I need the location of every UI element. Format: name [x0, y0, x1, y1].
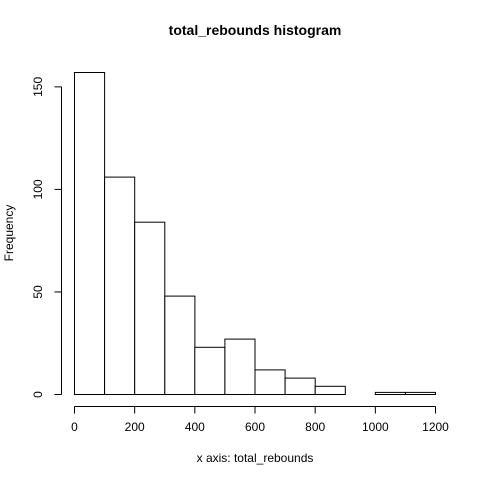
- x-tick-label-6: 1200: [422, 420, 449, 434]
- x-tick-label-1: 200: [125, 420, 145, 434]
- histogram-bar-4: [194, 346, 226, 395]
- x-tick-label-2: 400: [185, 420, 205, 434]
- y-tick-label-2: 100: [31, 179, 45, 199]
- chart-title: total_rebounds histogram: [169, 22, 342, 38]
- y-tick-label-0: 0: [31, 391, 45, 398]
- histogram-bar-6: [254, 369, 286, 395]
- x-axis: 0 200 400 600 800 1000 1200: [71, 406, 449, 434]
- histogram-bar-3: [164, 295, 196, 396]
- histogram-bar-10: [374, 391, 406, 395]
- histogram-bar-11: [404, 391, 436, 395]
- y-axis-label: Frequency: [2, 205, 16, 262]
- histogram-bar-7: [284, 377, 316, 396]
- x-tick-label-0: 0: [71, 420, 78, 434]
- x-tick-label-4: 800: [305, 420, 325, 434]
- histogram-bar-5: [224, 338, 256, 396]
- x-tick-label-3: 600: [245, 420, 265, 434]
- y-axis: 0 50 100 150: [31, 77, 62, 398]
- x-tick-label-5: 1000: [362, 420, 389, 434]
- histogram-bar-8: [314, 385, 346, 395]
- histogram-bar-0: [74, 72, 106, 395]
- y-tick-label-1: 50: [31, 285, 45, 299]
- bars-group: [74, 72, 436, 396]
- histogram-bar-1: [104, 176, 136, 395]
- y-tick-label-3: 150: [31, 77, 45, 97]
- x-axis-label: x axis: total_rebounds: [197, 451, 314, 465]
- histogram-bar-2: [134, 221, 166, 395]
